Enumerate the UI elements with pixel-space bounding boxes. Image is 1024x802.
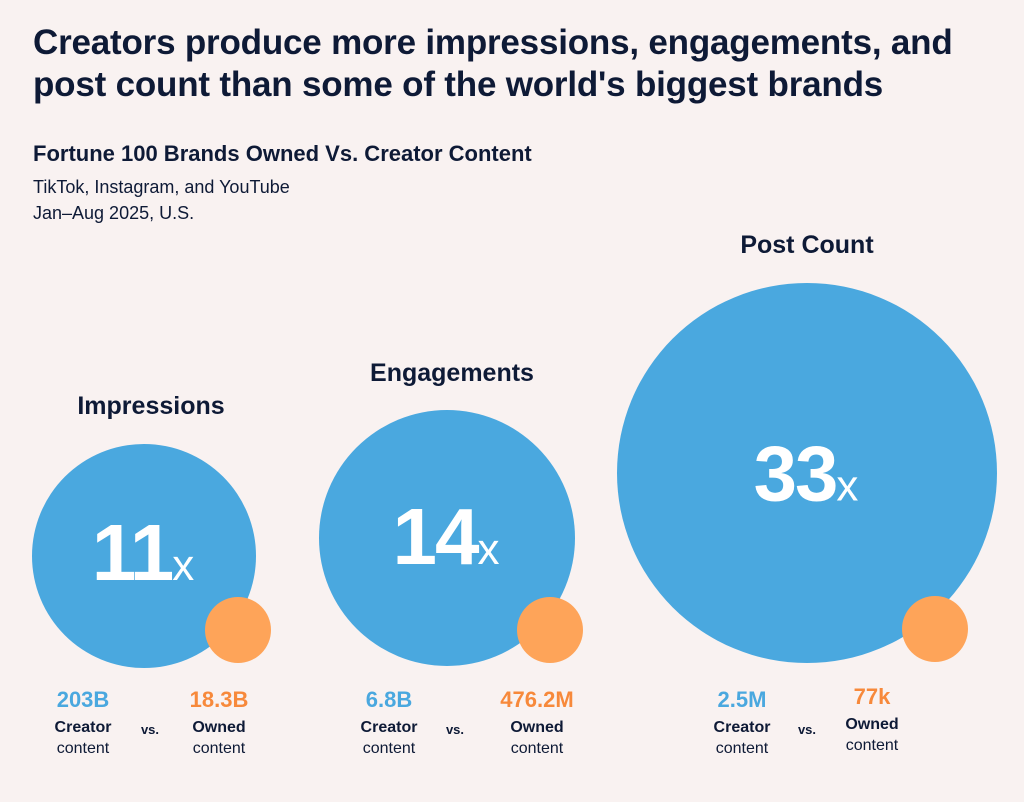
engagements-creator-value: 6.8B (365, 687, 413, 712)
engagements-owned-label: Owned content (510, 719, 564, 757)
platforms-note: TikTok, Instagram, and YouTube (33, 177, 290, 197)
post-count-vs: vs. (797, 722, 817, 737)
headline: Creators produce more impressions, engag… (33, 23, 953, 104)
post-count-owned-label: Owned content (845, 716, 899, 754)
engagements-title: Engagements (370, 359, 534, 387)
post-count-creator-value: 2.5M (717, 687, 767, 712)
impressions-vs: vs. (140, 722, 160, 737)
post-count-creator-label: Creator content (713, 719, 771, 757)
impressions-owned-label: Owned content (192, 719, 246, 757)
post-count-multiplier: 33x (753, 429, 859, 518)
period-note: Jan–Aug 2025, U.S. (33, 203, 195, 223)
post-count-title: Post Count (740, 231, 874, 259)
impressions-owned-value: 18.3B (189, 687, 249, 712)
impressions-creator-label: Creator content (54, 719, 112, 757)
impressions-multiplier: 11x (91, 508, 195, 597)
engagements-owned-value: 476.2M (500, 687, 574, 712)
post-count-owned-bubble (902, 596, 968, 662)
engagements-owned-bubble (517, 597, 583, 663)
chart-subtitle: Fortune 100 Brands Owned Vs. Creator Con… (33, 141, 532, 166)
impressions-owned-bubble (205, 597, 271, 663)
impressions-title: Impressions (77, 392, 225, 420)
engagements-multiplier: 14x (392, 492, 500, 581)
post-count-owned-value: 77k (853, 684, 891, 709)
engagements-vs: vs. (445, 722, 465, 737)
engagements-creator-label: Creator content (360, 719, 418, 757)
impressions-creator-value: 203B (56, 687, 110, 712)
